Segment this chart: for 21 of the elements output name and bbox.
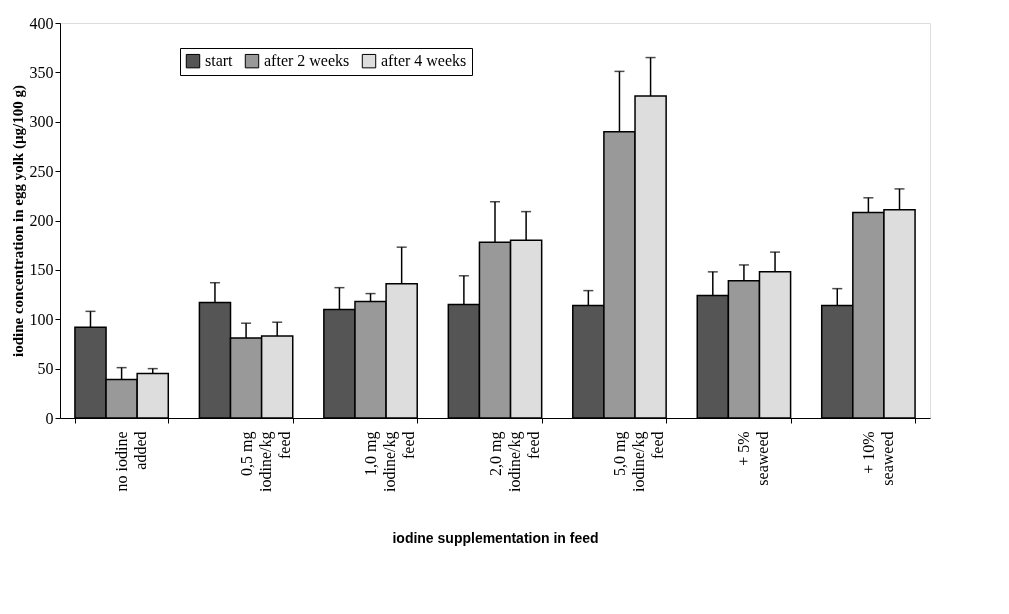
legend-label: after 2 weeks — [264, 52, 350, 70]
x-tick-label: + 5% seaweed — [735, 431, 772, 486]
y-tick-label: 100 — [29, 310, 54, 328]
y-tick-label: 150 — [29, 261, 54, 279]
y-tick-label: 0 — [45, 409, 54, 427]
x-tick-label: 1,0 mg iodine/kg feed — [362, 431, 418, 492]
x-axis-title: iodine supplementation in feed — [392, 529, 599, 546]
legend-label: start — [205, 52, 234, 70]
x-tick-label: no iodine added — [113, 431, 150, 492]
y-tick-label: 300 — [29, 113, 54, 131]
y-tick-label: 350 — [29, 63, 54, 81]
y-axis-title: iodine concentration in egg yolk (µg/100 g) — [9, 85, 27, 357]
x-tick-label: + 10% seaweed — [859, 431, 896, 486]
y-tick-label: 200 — [29, 212, 54, 229]
y-tick-label: 250 — [29, 162, 54, 180]
legend-label: after 4 weeks — [381, 52, 467, 70]
x-tick-label: 5,0 mg iodine/kg feed — [610, 431, 666, 492]
y-tick-label: 50 — [37, 360, 54, 378]
x-tick-label: 2,0 mg iodine/kg feed — [486, 431, 542, 492]
x-tick-label: 0,5 mg iodine/kg feed — [237, 431, 293, 492]
y-tick-label: 400 — [29, 14, 54, 32]
